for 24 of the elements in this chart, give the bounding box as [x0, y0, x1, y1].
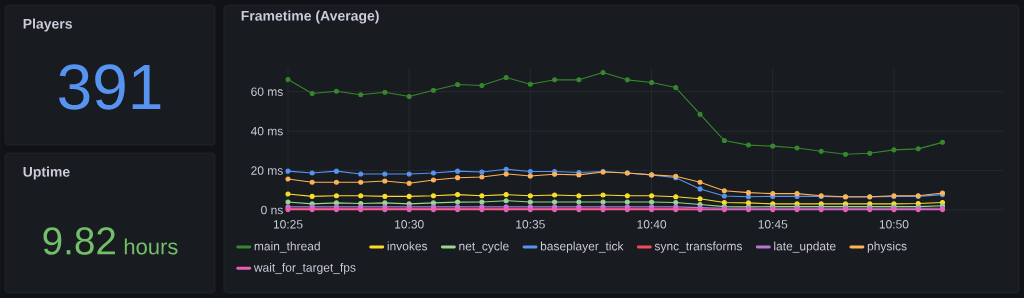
text: hours	[124, 238, 178, 255]
legend-label: invokes	[387, 241, 428, 251]
legend-label: main_thread	[254, 241, 320, 253]
y-tick-label: 60 ms	[251, 87, 283, 96]
x-tick-label: 10:40	[637, 220, 667, 229]
legend-label: baseplayer_tick	[540, 241, 624, 253]
legend-label: late_update	[774, 241, 836, 253]
y-tick-label: 20 ms	[251, 166, 283, 175]
legend-label: wait_for_target_fps	[253, 262, 356, 275]
text: Uptime	[23, 166, 70, 180]
chart-title: Frametime (Average)	[241, 10, 379, 24]
x-tick-label: 10:30	[395, 220, 424, 229]
x-tick-label: 10:25	[273, 220, 303, 229]
legend-label: physics	[867, 241, 907, 253]
x-tick-label: 10:45	[758, 220, 788, 229]
y-tick-label: 0 ns	[261, 205, 283, 215]
legend-label: net_cycle	[459, 241, 509, 253]
text: Players	[23, 18, 72, 32]
x-tick-label: 10:35	[516, 220, 545, 229]
text: 391	[59, 64, 161, 110]
y-tick-label: 40 ms	[250, 126, 283, 136]
x-tick-label: 10:50	[879, 220, 909, 229]
text: 9.82	[43, 227, 115, 255]
legend-label: sync_transforms	[654, 241, 743, 253]
